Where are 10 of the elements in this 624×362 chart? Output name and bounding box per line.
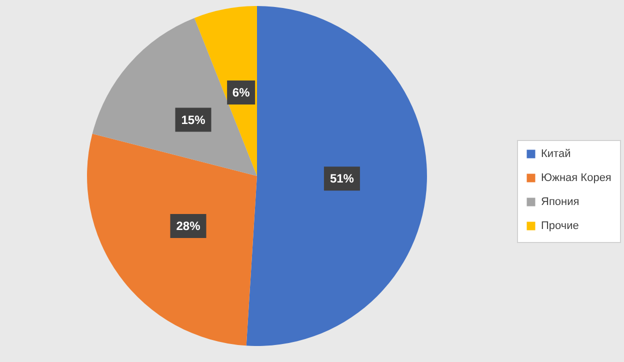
legend-label: Прочие	[541, 220, 579, 232]
legend-label: Япония	[541, 196, 580, 208]
pie-slice	[87, 134, 257, 346]
legend-label: Южная Корея	[541, 172, 612, 184]
data-label: 28%	[176, 218, 201, 233]
data-label: 51%	[330, 172, 354, 186]
data-label: 15%	[181, 112, 206, 127]
data-label: 6%	[232, 86, 250, 100]
legend-label: Китай	[541, 148, 571, 160]
pie-slice	[92, 18, 257, 176]
